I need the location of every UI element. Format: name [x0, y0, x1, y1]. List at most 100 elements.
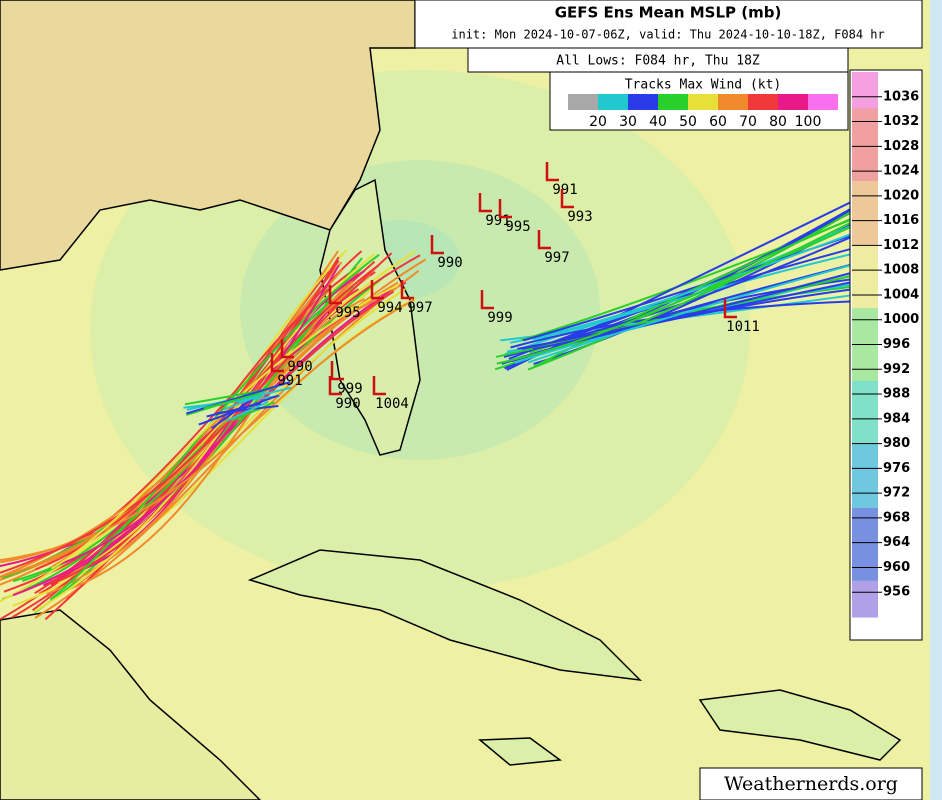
track — [223, 393, 262, 411]
pressure-band — [852, 190, 878, 200]
pressure-band — [852, 408, 878, 418]
low-label: 990 — [335, 396, 360, 412]
pressure-band — [852, 90, 878, 100]
pressure-label: 1036 — [883, 89, 919, 104]
low-marker — [270, 353, 284, 373]
pressure-band — [852, 508, 878, 518]
pressure-label: 1000 — [883, 312, 919, 327]
wind-swatch — [598, 94, 628, 110]
pressure-band — [852, 380, 878, 391]
low-marker — [560, 189, 574, 209]
pressure-band — [852, 99, 878, 109]
low-label: 990 — [287, 359, 312, 375]
pressure-band — [852, 389, 878, 400]
low-label: 990 — [437, 255, 462, 271]
pressure-band — [852, 435, 878, 445]
pressure-band — [852, 153, 878, 164]
low-marker — [328, 285, 342, 305]
pressure-band — [852, 181, 878, 191]
credit: Weathernerds.org — [724, 773, 898, 795]
pressure-label: 992 — [883, 362, 910, 377]
track — [226, 400, 269, 422]
pressure-band — [852, 162, 878, 173]
pressure-band — [852, 226, 878, 236]
pressure-band — [852, 589, 878, 600]
lows-box — [467, 47, 849, 73]
low-marker — [498, 199, 512, 219]
wind-swatch — [778, 94, 808, 110]
track — [0, 252, 393, 574]
pressure-label: 988 — [883, 387, 910, 402]
pressure-band — [852, 235, 878, 246]
low-marker — [330, 361, 344, 381]
pressure-band — [852, 417, 878, 427]
land-jamaica — [478, 737, 563, 766]
wind-label: 100 — [795, 114, 822, 130]
pressure-band — [852, 262, 878, 273]
pressure-band — [852, 117, 878, 127]
pressure-label: 1012 — [883, 238, 919, 253]
pressure-band — [852, 72, 878, 82]
pressure-label: 956 — [883, 585, 910, 600]
track — [233, 401, 275, 422]
subtitle: init: Mon 2024-10-07-06Z, valid: Thu 202… — [451, 28, 884, 42]
pressure-band — [852, 108, 878, 118]
pressure-band — [852, 399, 878, 409]
low-label: 995 — [335, 305, 360, 321]
pressure-label: 1008 — [883, 263, 919, 278]
wind-swatch — [718, 94, 748, 110]
pressure-label: 964 — [883, 535, 910, 550]
low-label: 991 — [552, 182, 577, 198]
low-marker — [545, 162, 559, 182]
right-border — [930, 0, 942, 800]
title: GEFS Ens Mean MSLP (mb) — [555, 4, 782, 22]
pressure-label: 996 — [883, 337, 910, 352]
pressure-band — [852, 453, 878, 464]
pressure-band — [852, 498, 878, 509]
pressure-label: 1024 — [883, 164, 919, 179]
low-label: 991 — [277, 373, 302, 389]
pressure-band — [852, 607, 878, 618]
land-mexico — [0, 609, 262, 800]
track — [50, 284, 399, 570]
wind-swatch — [658, 94, 688, 110]
tracks — [0, 201, 851, 621]
pressure-band — [852, 526, 878, 536]
pressure-band — [852, 199, 878, 209]
pressure-band — [852, 471, 878, 482]
pressure-band — [852, 144, 878, 155]
pressure-band — [852, 462, 878, 473]
land-us — [0, 0, 416, 271]
track — [527, 222, 851, 371]
track — [203, 392, 261, 410]
pressure-band — [852, 135, 878, 146]
wind-label: 60 — [709, 114, 727, 130]
land-cuba — [247, 549, 643, 682]
pressure-band — [852, 317, 878, 327]
pressure-band — [852, 517, 878, 527]
track — [44, 290, 395, 621]
track — [206, 402, 261, 418]
track — [185, 381, 291, 415]
pressure-band — [852, 208, 878, 218]
wind-label: 70 — [739, 114, 757, 130]
wind-swatch — [688, 94, 718, 110]
pressure-band — [852, 571, 878, 582]
track — [67, 280, 354, 591]
track — [57, 288, 406, 585]
pressure-band — [852, 371, 878, 382]
pressure-label: 972 — [883, 486, 910, 501]
low-marker — [480, 290, 494, 310]
low-label: 1011 — [726, 319, 760, 335]
pressure-band — [852, 535, 878, 545]
wind-label: 20 — [589, 114, 607, 130]
pressure-band — [852, 244, 878, 255]
pressure-label: 1016 — [883, 213, 919, 228]
pressure-band — [852, 335, 878, 345]
pressure-band — [852, 171, 878, 182]
pressure-label: 968 — [883, 510, 910, 525]
wind-label: 30 — [619, 114, 637, 130]
wind-legend-title: Tracks Max Wind (kt) — [625, 78, 782, 93]
pressure-band — [852, 544, 878, 554]
